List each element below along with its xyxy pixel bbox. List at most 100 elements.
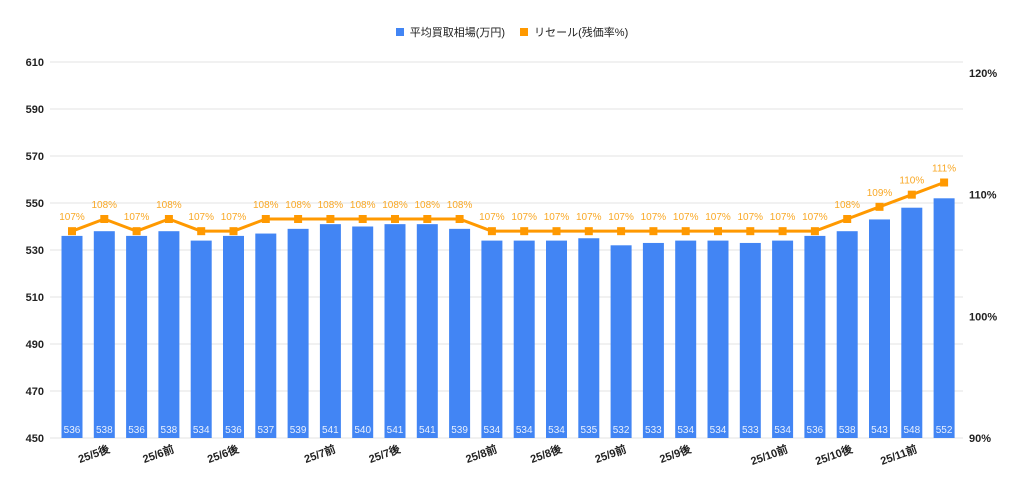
bar[interactable]: [190, 240, 212, 438]
bar[interactable]: [513, 240, 535, 438]
bar[interactable]: [255, 233, 277, 438]
line-marker[interactable]: [810, 227, 819, 236]
bar[interactable]: [836, 231, 858, 438]
line-marker[interactable]: [164, 215, 173, 223]
line-marker[interactable]: [649, 227, 658, 236]
line-marker[interactable]: [261, 215, 270, 223]
bar[interactable]: [707, 240, 729, 438]
line-marker[interactable]: [907, 190, 916, 199]
bar-value-label: 534: [516, 425, 533, 436]
line-value-label: 108%: [834, 200, 860, 211]
line-value-label: 107%: [188, 212, 214, 223]
line-marker[interactable]: [584, 227, 593, 236]
line-value-label: 111%: [932, 164, 956, 175]
line-value-label: 107%: [576, 212, 602, 223]
bar-value-label: 540: [354, 425, 371, 436]
line-value-label: 110%: [899, 176, 924, 187]
x-axis-tick: 25/9前: [593, 442, 628, 466]
line-marker[interactable]: [455, 215, 464, 223]
left-axis-tick: 490: [26, 339, 44, 351]
bar-value-label: 536: [128, 425, 145, 436]
bar-swatch-icon: [395, 28, 404, 36]
line-marker[interactable]: [391, 215, 399, 223]
x-axis: 25/5後 25/6前 25/6後 25/7前 25/7後 25/8前 25/8後 25/9前…: [76, 441, 919, 468]
line-marker[interactable]: [358, 215, 367, 223]
bar[interactable]: [642, 242, 664, 438]
bar[interactable]: [384, 224, 406, 438]
legend-item-line[interactable]: リセール(残価率%): [520, 24, 628, 40]
bar[interactable]: [675, 240, 697, 438]
line-value-label: 107%: [544, 212, 570, 223]
bar-series: 536 538 536 538 534 536 537 539 541 540 541 541 539 5…: [61, 198, 955, 439]
right-axis-tick: 100%: [969, 311, 997, 323]
right-axis: 90% 100% 110% 120%: [969, 68, 997, 445]
bar[interactable]: [804, 235, 826, 438]
right-axis-tick: 90%: [969, 433, 991, 445]
line-value-label: 108%: [285, 200, 311, 211]
bar[interactable]: [416, 224, 438, 438]
bar[interactable]: [772, 240, 794, 438]
line-marker[interactable]: [617, 227, 626, 236]
line-marker[interactable]: [520, 227, 529, 236]
line-marker[interactable]: [100, 215, 109, 223]
bar-value-label: 538: [96, 425, 113, 436]
bar[interactable]: [287, 228, 309, 438]
bar[interactable]: [449, 228, 471, 438]
line-value-label: 108%: [415, 200, 441, 211]
line-marker[interactable]: [326, 215, 335, 223]
line-value-label: 108%: [253, 200, 279, 211]
left-axis: 450 470 490 510 530 550 570 590 610: [26, 57, 44, 445]
bar[interactable]: [352, 226, 374, 439]
bar-value-label: 541: [387, 425, 404, 436]
line-marker[interactable]: [681, 227, 690, 236]
line-marker[interactable]: [132, 227, 141, 236]
line-marker[interactable]: [843, 215, 852, 223]
bar[interactable]: [126, 235, 148, 438]
line-marker[interactable]: [714, 227, 722, 236]
line-marker[interactable]: [875, 202, 884, 211]
x-axis-tick: 25/6後: [205, 441, 241, 466]
line-marker[interactable]: [940, 178, 949, 187]
bar[interactable]: [869, 219, 890, 438]
bar[interactable]: [158, 231, 180, 438]
line-value-label: 107%: [608, 212, 634, 223]
bar[interactable]: [223, 235, 244, 438]
line-marker[interactable]: [487, 227, 496, 236]
line-value-label: 108%: [447, 200, 473, 211]
bar[interactable]: [933, 198, 955, 438]
x-axis-tick: 25/6前: [141, 442, 176, 466]
legend-line-label: リセール(残価率%): [534, 27, 629, 39]
bar-value-label: 552: [936, 425, 953, 436]
bar[interactable]: [319, 224, 341, 438]
line-value-label: 107%: [124, 212, 150, 223]
line-marker[interactable]: [197, 227, 206, 236]
x-axis-tick: 25/11前: [878, 442, 918, 468]
bar-value-label: 548: [903, 425, 920, 436]
line-value-label: 108%: [318, 200, 344, 211]
line-marker[interactable]: [778, 227, 787, 236]
line-series: 107% 108% 107% 108% 107% 107% 108% 108% 108% 108%…: [59, 164, 956, 236]
bar[interactable]: [546, 240, 567, 438]
bar[interactable]: [93, 231, 115, 438]
line-value-label: 107%: [59, 212, 85, 223]
bar[interactable]: [901, 207, 923, 438]
line-marker[interactable]: [294, 215, 303, 223]
line-marker[interactable]: [68, 227, 76, 236]
gridlines: [50, 61, 963, 439]
bar[interactable]: [578, 238, 600, 438]
line-marker[interactable]: [423, 215, 432, 223]
bar-value-label: 543: [871, 425, 888, 436]
bar[interactable]: [610, 245, 632, 438]
line-marker[interactable]: [229, 227, 238, 236]
bar[interactable]: [739, 242, 761, 438]
line-marker[interactable]: [552, 227, 561, 236]
bar[interactable]: [481, 240, 503, 438]
bar[interactable]: [61, 235, 83, 438]
line-marker[interactable]: [746, 227, 755, 236]
left-axis-tick: 610: [26, 57, 44, 69]
bar-value-label: 533: [742, 425, 759, 436]
legend-item-bar[interactable]: 平均買取相場(万円): [395, 24, 505, 40]
line-value-label: 108%: [382, 200, 408, 211]
line-value-label: 107%: [221, 212, 247, 223]
